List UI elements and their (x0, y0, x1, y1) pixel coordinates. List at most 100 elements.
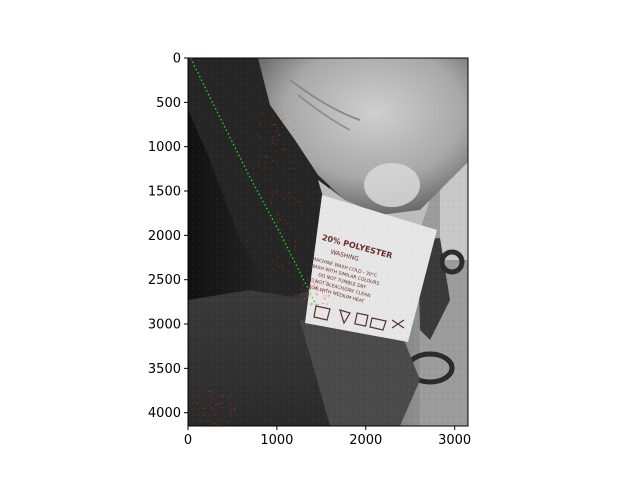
red-point-30 (293, 129, 295, 131)
red-point-135 (323, 297, 325, 299)
red-point-95 (230, 414, 232, 416)
red-point-116 (213, 408, 215, 410)
red-point-139 (310, 288, 312, 290)
red-point-38 (292, 161, 294, 163)
red-point-97 (213, 423, 215, 425)
red-point-88 (216, 423, 218, 425)
red-point-117 (231, 393, 233, 395)
red-point-84 (213, 422, 215, 424)
x-tick-label-1: 1000 (260, 433, 293, 448)
red-point-33 (273, 136, 275, 138)
red-point-112 (214, 398, 216, 400)
red-point-109 (208, 404, 210, 406)
red-point-128 (324, 290, 326, 292)
red-point-17 (272, 123, 274, 125)
y-tick-label-1: 500 (156, 96, 181, 111)
red-point-150 (326, 288, 328, 290)
red-point-31 (272, 139, 274, 141)
red-point-28 (256, 134, 258, 136)
red-point-107 (218, 403, 220, 405)
red-point-26 (260, 123, 262, 125)
red-point-72 (295, 241, 297, 243)
red-point-43 (294, 248, 296, 250)
x-tick-label-2: 2000 (349, 433, 382, 448)
red-point-15 (281, 126, 283, 128)
red-point-114 (208, 390, 210, 392)
no-bleach-icon (339, 309, 351, 325)
red-point-143 (315, 293, 317, 295)
red-point-65 (275, 190, 277, 192)
red-point-96 (197, 402, 199, 404)
red-point-113 (211, 407, 213, 409)
red-point-1 (259, 124, 261, 126)
red-point-11 (292, 168, 294, 170)
red-point-58 (288, 256, 290, 258)
red-point-134 (327, 295, 329, 297)
red-point-144 (318, 289, 320, 291)
red-point-18 (276, 129, 278, 131)
red-point-55 (278, 256, 280, 258)
red-point-8 (281, 119, 283, 121)
x-axis: 0 1000 2000 3000 (184, 426, 471, 448)
red-point-110 (230, 409, 232, 411)
red-point-64 (297, 200, 299, 202)
y-tick-label-0: 0 (173, 52, 181, 67)
red-point-103 (196, 403, 198, 405)
y-tick-label-7: 3500 (148, 362, 181, 377)
red-point-148 (313, 301, 315, 303)
red-point-106 (207, 420, 209, 422)
red-point-79 (288, 262, 290, 264)
red-point-39 (284, 148, 286, 150)
red-point-157 (314, 287, 316, 289)
red-point-54 (293, 259, 295, 261)
red-point-46 (290, 225, 292, 227)
red-point-155 (316, 281, 318, 283)
red-point-41 (281, 218, 283, 220)
red-point-125 (306, 295, 308, 297)
red-point-47 (273, 269, 275, 271)
red-point-4 (278, 134, 280, 136)
iron-icon (369, 317, 387, 331)
red-point-132 (308, 288, 310, 290)
red-point-108 (228, 396, 230, 398)
red-point-76 (276, 214, 278, 216)
red-point-129 (302, 285, 304, 287)
red-point-80 (216, 404, 218, 406)
y-tick-label-2: 1000 (148, 140, 181, 155)
red-point-22 (264, 163, 266, 165)
red-point-6 (281, 114, 283, 116)
red-point-40 (289, 191, 291, 193)
care-label: 20% POLYESTER WASHING MACHINE WASH COLD … (305, 195, 437, 342)
red-point-13 (293, 121, 295, 123)
red-point-133 (309, 283, 311, 285)
red-point-19 (261, 156, 263, 158)
red-point-93 (225, 416, 227, 418)
red-point-34 (265, 124, 267, 126)
red-point-123 (310, 285, 312, 287)
red-point-86 (214, 413, 216, 415)
red-point-52 (270, 202, 272, 204)
red-point-94 (215, 405, 217, 407)
x-tick-label-3: 3000 (438, 433, 471, 448)
red-point-121 (325, 280, 327, 282)
red-point-126 (326, 303, 328, 305)
red-point-78 (285, 220, 287, 222)
y-tick-label-5: 2500 (148, 273, 181, 288)
edge-overlay-line (190, 58, 318, 307)
red-point-27 (273, 115, 275, 117)
red-point-81 (199, 420, 201, 422)
red-point-140 (316, 294, 318, 296)
no-tumble-dry-icon (354, 312, 369, 327)
red-point-51 (301, 211, 303, 213)
y-tick-label-3: 1500 (148, 185, 181, 200)
red-point-57 (272, 191, 274, 193)
red-point-2 (272, 140, 274, 142)
red-point-98 (221, 395, 223, 397)
red-point-100 (203, 407, 205, 409)
red-point-67 (284, 198, 286, 200)
red-point-53 (294, 245, 296, 247)
red-point-147 (322, 303, 324, 305)
red-point-71 (281, 264, 283, 266)
red-point-16 (261, 169, 263, 171)
red-point-5 (266, 156, 268, 158)
